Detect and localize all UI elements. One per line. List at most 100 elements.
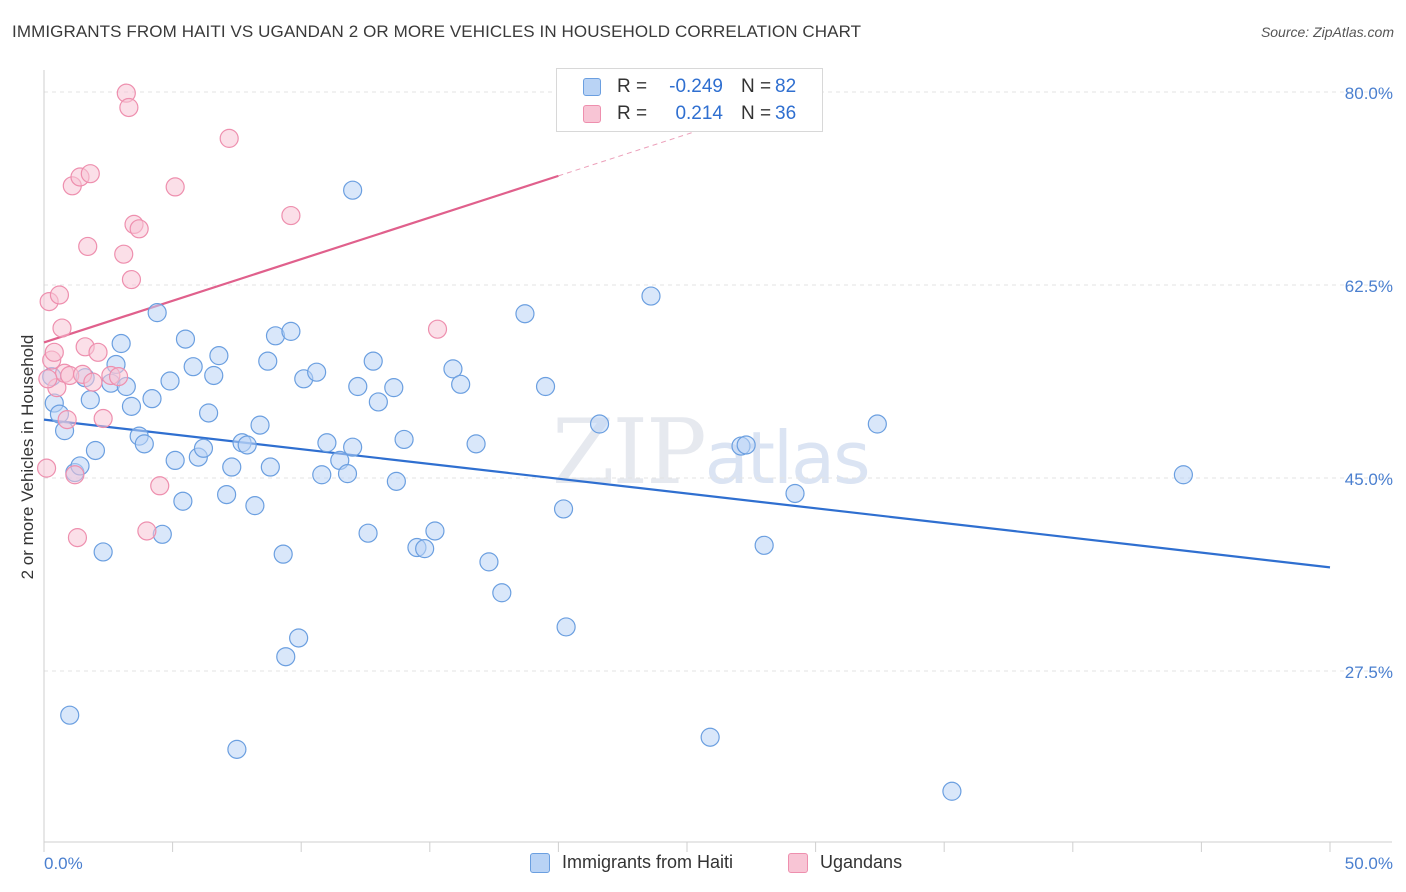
ugandan-trend-line [43, 174, 559, 344]
haiti-point [165, 450, 185, 471]
ugandan-point [49, 285, 70, 305]
series-swatch-haiti [530, 852, 550, 873]
data-points [36, 83, 1193, 801]
legend-swatch-haiti [583, 78, 601, 96]
series-name-ugandans: Ugandans [820, 852, 903, 872]
haiti-point [443, 359, 463, 379]
haiti-point [736, 435, 756, 455]
series-legend-haiti[interactable]: Immigrants from Haiti [530, 852, 733, 873]
haiti-point [60, 705, 80, 725]
y-axis-label: 2 or more Vehicles in Household [18, 335, 37, 580]
ugandan-point [78, 236, 98, 257]
legend-n-value: 82 [775, 76, 797, 97]
ugandan-point [80, 164, 100, 184]
ugandan-point [119, 97, 139, 118]
haiti-point [273, 544, 293, 564]
ugandan-point [129, 219, 149, 239]
ugandan-point [281, 205, 301, 226]
ugandan-point [65, 465, 85, 485]
ugandan-point [38, 369, 58, 389]
ugandan-point [67, 528, 88, 548]
tick-labels: 27.5% 45.0% 62.5% 80.0% 0.0% 50.0% [44, 84, 1393, 873]
haiti-point [289, 628, 309, 648]
ugandan-point [150, 476, 170, 496]
haiti-point [260, 457, 280, 477]
legend-r-value: -0.249 [669, 76, 723, 97]
series-legend-ugandans[interactable]: Ugandans [788, 852, 902, 873]
haiti-point [160, 371, 180, 391]
grid-lines [44, 91, 1392, 672]
ugandan-point [44, 342, 64, 362]
haiti-point [348, 376, 368, 397]
haiti-point [589, 414, 610, 434]
haiti-point [312, 465, 332, 485]
ugandan-point [93, 408, 113, 429]
haiti-point [227, 739, 247, 759]
legend-n-value: 36 [775, 103, 797, 124]
haiti-point [343, 180, 363, 200]
haiti-point [451, 374, 471, 394]
legend-row-haiti: R = -0.249 N = 82 [583, 76, 796, 98]
haiti-point [199, 403, 219, 423]
haiti-point [479, 552, 499, 572]
haiti-point [121, 396, 142, 416]
haiti-point [173, 491, 193, 511]
haiti-point [368, 392, 388, 412]
haiti-point [363, 351, 383, 371]
haiti-point [492, 583, 512, 603]
correlation-legend: R = -0.249 N = 82 R = 0.214 N = 36 [556, 68, 823, 132]
haiti-point [276, 647, 296, 667]
haiti-point [147, 303, 167, 323]
chart-source: Source: ZipAtlas.com [1260, 24, 1394, 40]
haiti-point [258, 351, 278, 371]
ugandan-point [83, 372, 103, 392]
haiti-point [785, 483, 805, 504]
ugandan-point [36, 458, 57, 478]
haiti-point [237, 435, 257, 455]
ugandan-point [114, 244, 134, 264]
haiti-point [183, 357, 203, 377]
haiti-point [307, 362, 327, 382]
y-tick-label: 80.0% [1345, 84, 1393, 103]
legend-swatch-ugandans [583, 105, 601, 123]
haiti-point [93, 542, 113, 562]
y-tick-label: 62.5% [1345, 277, 1393, 296]
haiti-point [641, 286, 661, 306]
haiti-point [384, 378, 404, 398]
haiti-point [425, 521, 445, 541]
legend-r-value: 0.214 [675, 103, 723, 124]
haiti-point [80, 390, 100, 410]
y-tick-label: 27.5% [1345, 663, 1393, 682]
chart-title: IMMIGRANTS FROM HAITI VS UGANDAN 2 OR MO… [12, 22, 862, 41]
haiti-point [754, 535, 774, 555]
legend-row-ugandans: R = 0.214 N = 36 [583, 103, 796, 125]
ugandan-point [108, 366, 129, 387]
haiti-point [193, 438, 214, 458]
haiti-point [867, 414, 887, 434]
haiti-point [515, 304, 535, 324]
haiti-point [152, 524, 172, 544]
trend-lines [43, 112, 1331, 569]
haiti-point [142, 389, 162, 409]
haiti-point [386, 471, 406, 491]
haiti-point [343, 437, 363, 457]
haiti-point [556, 617, 576, 637]
haiti-point [111, 333, 131, 354]
ugandan-point [427, 319, 448, 339]
legend-r-label: R = [617, 76, 648, 97]
legend-n-label: N = [741, 103, 772, 124]
haiti-point [942, 781, 962, 801]
haiti-point [209, 346, 229, 366]
haiti-point [245, 496, 265, 516]
haiti-point [281, 321, 301, 341]
haiti-point [700, 727, 720, 747]
ugandan-point [165, 177, 185, 197]
axes [43, 70, 1392, 852]
x-tick-label: 0.0% [44, 854, 83, 873]
haiti-point [358, 523, 378, 543]
legend-n-label: N = [741, 76, 772, 97]
ugandan-trend-extension [558, 112, 752, 177]
ugandan-point [52, 318, 72, 338]
ugandan-point [57, 410, 77, 430]
